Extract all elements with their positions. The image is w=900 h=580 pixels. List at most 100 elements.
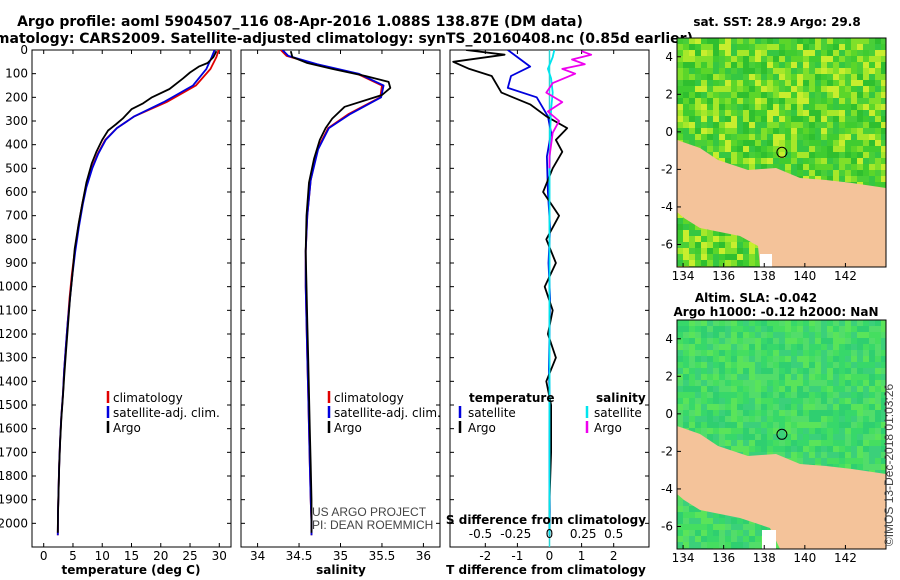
heatmap-cell <box>749 56 756 63</box>
heatmap-cell <box>695 236 702 243</box>
heatmap-cell <box>755 416 762 423</box>
heatmap-cell <box>773 434 780 441</box>
heatmap-cell <box>803 140 810 147</box>
heatmap-cell <box>845 374 852 381</box>
heatmap-cell <box>689 410 696 417</box>
heatmap-cell <box>845 128 852 135</box>
heatmap-cell <box>713 398 720 405</box>
heatmap-cell <box>689 524 696 531</box>
heatmap-cell <box>713 530 720 537</box>
heatmap-cell <box>815 104 822 111</box>
heatmap-cell <box>827 332 834 339</box>
heatmap-cell <box>713 410 720 417</box>
heatmap-cell <box>839 68 846 75</box>
heatmap-cell <box>815 38 822 45</box>
heatmap-cell <box>797 350 804 357</box>
heatmap-cell <box>785 374 792 381</box>
heatmap-cell <box>767 350 774 357</box>
heatmap-cell <box>683 506 690 513</box>
heatmap-cell <box>713 404 720 411</box>
salinity-axes-frame <box>240 49 441 548</box>
heatmap-cell <box>731 116 738 123</box>
heatmap-cell <box>833 146 840 153</box>
heatmap-cell <box>701 56 708 63</box>
heatmap-cell <box>857 74 864 81</box>
heatmap-cell <box>797 410 804 417</box>
heatmap-cell <box>767 374 774 381</box>
heatmap-cell <box>743 56 750 63</box>
heatmap-cell <box>857 410 864 417</box>
heatmap-cell <box>863 74 870 81</box>
heatmap-cell <box>803 92 810 99</box>
heatmap-cell <box>875 392 882 399</box>
heatmap-cell <box>749 92 756 99</box>
heatmap-cell <box>773 110 780 117</box>
heatmap-cell <box>689 128 696 135</box>
heatmap-cell <box>791 332 798 339</box>
series-line-s-satellite <box>547 50 556 536</box>
sla-map-title-line1: Altim. SLA: -0.042 <box>695 291 817 305</box>
heatmap-cell <box>851 422 858 429</box>
heatmap-cell <box>749 416 756 423</box>
heatmap-cell <box>785 368 792 375</box>
heatmap-cell <box>779 56 786 63</box>
heatmap-cell <box>869 134 876 141</box>
heatmap-cell <box>689 56 696 63</box>
heatmap-cell <box>773 74 780 81</box>
heatmap-cell <box>701 248 708 255</box>
map-lat-tick-label: 4 <box>665 332 673 346</box>
heatmap-cell <box>857 68 864 75</box>
heatmap-cell <box>881 122 886 129</box>
heatmap-cell <box>713 140 720 147</box>
heatmap-cell <box>785 140 792 147</box>
heatmap-cell <box>767 98 774 105</box>
heatmap-cell <box>677 416 684 423</box>
heatmap-cell <box>713 422 720 429</box>
heatmap-cell <box>731 398 738 405</box>
sla-missing-data <box>762 530 776 549</box>
heatmap-cell <box>767 116 774 123</box>
heatmap-cell <box>779 434 786 441</box>
heatmap-cell <box>755 68 762 75</box>
heatmap-cell <box>839 158 846 165</box>
heatmap-cell <box>791 398 798 405</box>
heatmap-cell <box>851 356 858 363</box>
heatmap-cell <box>803 440 810 447</box>
heatmap-cell <box>857 458 864 465</box>
heatmap-cell <box>821 92 828 99</box>
heatmap-cell <box>827 74 834 81</box>
heatmap-cell <box>701 404 708 411</box>
heatmap-cell <box>743 320 750 327</box>
heatmap-cell <box>755 422 762 429</box>
heatmap-cell <box>731 530 738 537</box>
heatmap-cell <box>863 164 870 171</box>
heatmap-cell <box>797 134 804 141</box>
heatmap-cell <box>815 164 822 171</box>
heatmap-cell <box>737 434 744 441</box>
heatmap-cell <box>809 374 816 381</box>
heatmap-cell <box>761 440 768 447</box>
project-credit: US ARGO PROJECT <box>312 505 427 519</box>
depth-tick-label: 200 <box>5 90 28 104</box>
heatmap-cell <box>827 170 834 177</box>
heatmap-cell <box>749 116 756 123</box>
heatmap-cell <box>833 158 840 165</box>
heatmap-cell <box>677 128 684 135</box>
heatmap-cell <box>713 518 720 525</box>
heatmap-cell <box>821 416 828 423</box>
heatmap-cell <box>821 140 828 147</box>
heatmap-cell <box>743 362 750 369</box>
sst-land-new-guinea <box>677 140 886 267</box>
heatmap-cell <box>749 320 756 327</box>
heatmap-cell <box>689 104 696 111</box>
heatmap-cell <box>869 62 876 69</box>
heatmap-cell <box>857 380 864 387</box>
heatmap-cell <box>707 92 714 99</box>
heatmap-cell <box>857 368 864 375</box>
heatmap-cell <box>875 458 882 465</box>
heatmap-cell <box>809 446 816 453</box>
heatmap-cell <box>809 422 816 429</box>
heatmap-cell <box>791 68 798 75</box>
temperature-panel: 0100200300400500600700800900100011001200… <box>0 43 232 577</box>
heatmap-cell <box>677 512 684 519</box>
